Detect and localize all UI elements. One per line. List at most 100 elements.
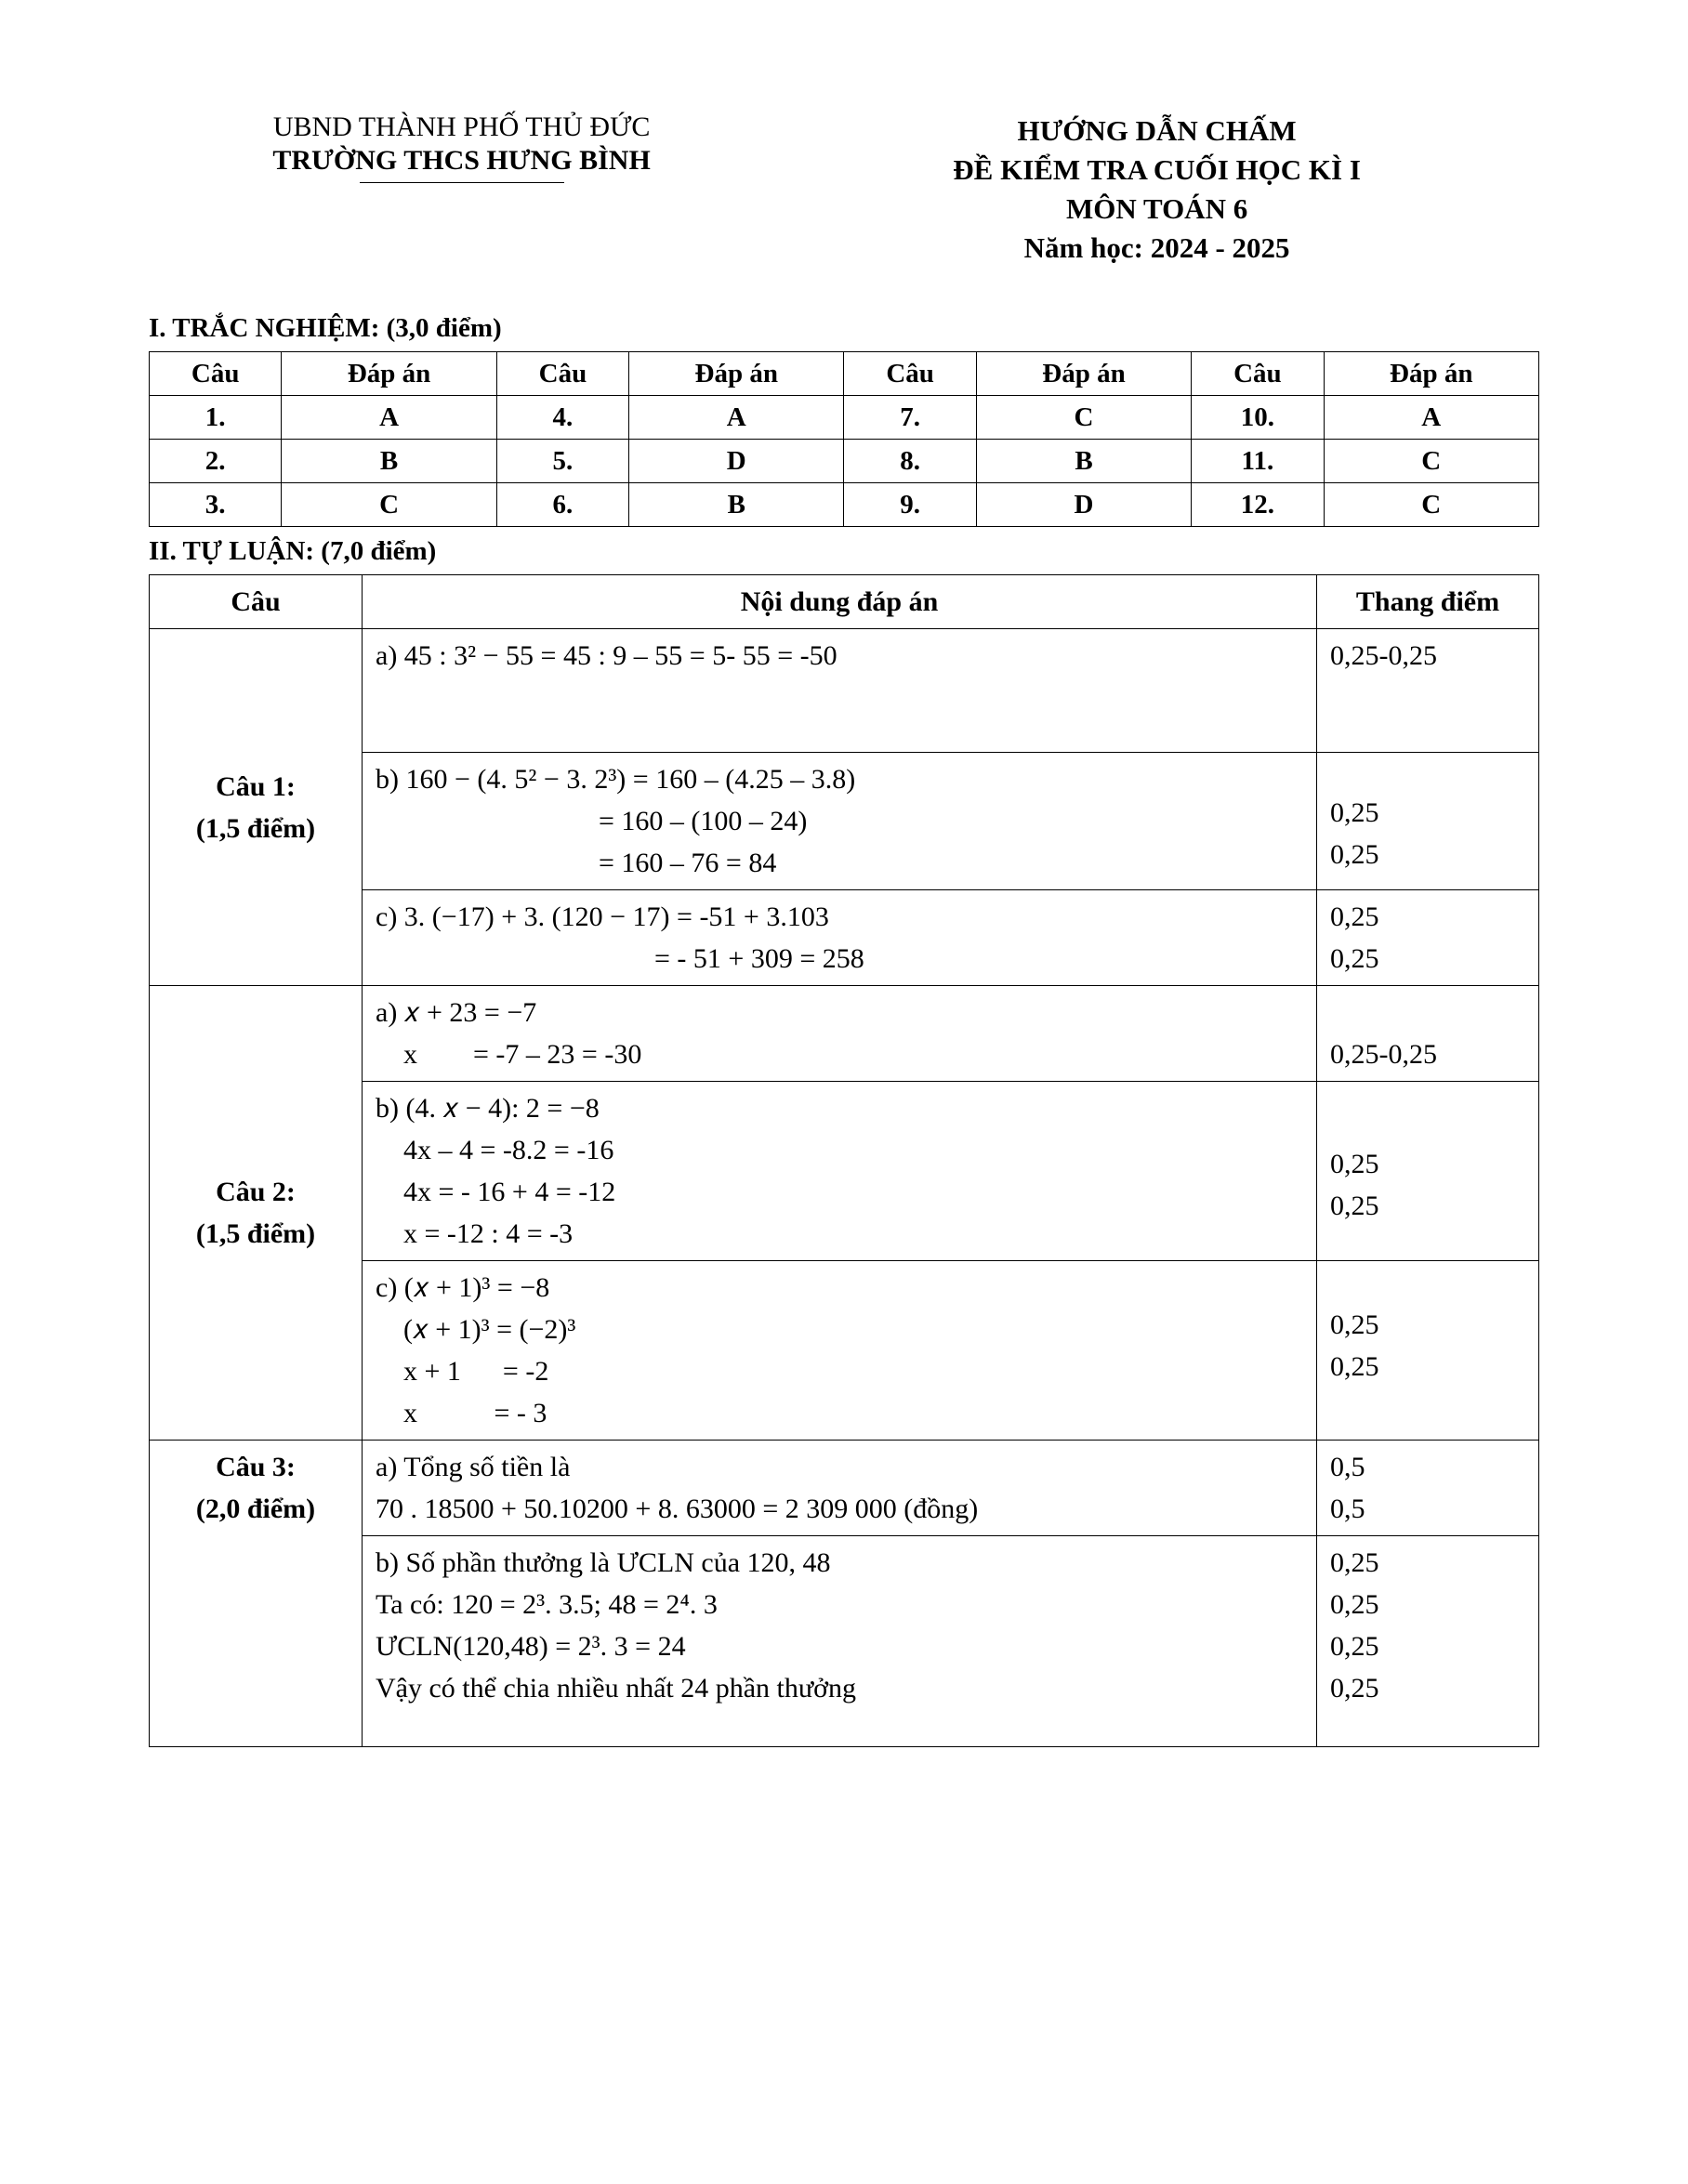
score-line: 0,25 bbox=[1330, 938, 1525, 980]
table-row: Câu 1: (1,5 điểm) a) 45 : 3² − 55 = 45 :… bbox=[150, 629, 1539, 753]
mcq-head-cau: Câu bbox=[150, 352, 282, 396]
q3a-line2: 70 . 18500 + 50.10200 + 8. 63000 = 2 309… bbox=[376, 1488, 1303, 1530]
cell: 9. bbox=[844, 483, 976, 527]
q1c-content: c) 3. (−17) + 3. (120 − 17) = -51 + 3.10… bbox=[363, 890, 1317, 986]
cell: 1. bbox=[150, 396, 282, 440]
q3a-line1: a) Tổng số tiền là bbox=[376, 1446, 1303, 1488]
q1-label: Câu 1: (1,5 điểm) bbox=[150, 629, 363, 986]
mcq-head-dapan: Đáp án bbox=[976, 352, 1191, 396]
q3-label: Câu 3: (2,0 điểm) bbox=[150, 1441, 363, 1747]
score-line: 0,5 bbox=[1330, 1446, 1525, 1488]
cell: B bbox=[282, 440, 496, 483]
section1-title: I. TRẮC NGHIỆM: (3,0 điểm) bbox=[149, 313, 1539, 344]
q2b-line1: b) (4. 𝑥 − 4): 2 = −8 bbox=[376, 1087, 1303, 1129]
q2c-line1: c) (𝑥 + 1)³ = −8 bbox=[376, 1267, 1303, 1309]
q1b-content: b) 160 − (4. 5² − 3. 2³) = 160 – (4.25 –… bbox=[363, 753, 1317, 890]
head-noidung: Nội dung đáp án bbox=[363, 575, 1317, 629]
table-row: 2. B 5. D 8. B 11. C bbox=[150, 440, 1539, 483]
q1b-line2: = 160 – (100 – 24) bbox=[376, 800, 1303, 842]
table-row: Câu 2: (1,5 điểm) a) 𝑥 + 23 = −7 x = -7 … bbox=[150, 986, 1539, 1082]
score-line: 0,25 bbox=[1330, 1143, 1525, 1185]
cell: D bbox=[976, 483, 1191, 527]
cell: 6. bbox=[496, 483, 628, 527]
header-left: UBND THÀNH PHỐ THỦ ĐỨC TRƯỜNG THCS HƯNG … bbox=[149, 112, 774, 267]
mcq-head-cau: Câu bbox=[1192, 352, 1324, 396]
mcq-body: 1. A 4. A 7. C 10. A 2. B 5. D 8. B 11. … bbox=[150, 396, 1539, 527]
title-line1: HƯỚNG DẪN CHẤM bbox=[774, 112, 1539, 151]
score-line: 0,25 bbox=[1330, 792, 1525, 834]
q3a-score: 0,5 0,5 bbox=[1317, 1441, 1539, 1536]
q3b-line2: Ta có: 120 = 2³. 3.5; 48 = 2⁴. 3 bbox=[376, 1584, 1303, 1625]
q1c-line1: c) 3. (−17) + 3. (120 − 17) = -51 + 3.10… bbox=[376, 896, 1303, 938]
cell: 7. bbox=[844, 396, 976, 440]
q3b-line4: Vậy có thể chia nhiều nhất 24 phần thưởn… bbox=[376, 1667, 1303, 1709]
score-line: 0,25 bbox=[1330, 1304, 1525, 1346]
table-row: 3. C 6. B 9. D 12. C bbox=[150, 483, 1539, 527]
cell: 5. bbox=[496, 440, 628, 483]
score-line: 0,5 bbox=[1330, 1488, 1525, 1530]
q1b-score: 0,25 0,25 bbox=[1317, 753, 1539, 890]
header-rule bbox=[360, 182, 564, 183]
score-line: 0,25 bbox=[1330, 1542, 1525, 1584]
q3b-score: 0,25 0,25 0,25 0,25 bbox=[1317, 1536, 1539, 1747]
q2c-content: c) (𝑥 + 1)³ = −8 (𝑥 + 1)³ = (−2)³ x + 1 … bbox=[363, 1261, 1317, 1441]
cell: B bbox=[629, 483, 844, 527]
q2a-score: 0,25-0,25 bbox=[1317, 986, 1539, 1082]
title-line3: MÔN TOÁN 6 bbox=[774, 190, 1539, 229]
cell: 12. bbox=[1192, 483, 1324, 527]
q3a-content: a) Tổng số tiền là 70 . 18500 + 50.10200… bbox=[363, 1441, 1317, 1536]
q1c-line2: = - 51 + 309 = 258 bbox=[376, 938, 1303, 980]
cell: 2. bbox=[150, 440, 282, 483]
q2a-content: a) 𝑥 + 23 = −7 x = -7 – 23 = -30 bbox=[363, 986, 1317, 1082]
q2c-line3: x + 1 = -2 bbox=[376, 1350, 1303, 1392]
score-line: 0,25 bbox=[1330, 1667, 1525, 1709]
mcq-head-dapan: Đáp án bbox=[282, 352, 496, 396]
q1c-score: 0,25 0,25 bbox=[1317, 890, 1539, 986]
q1a-content: a) 45 : 3² − 55 = 45 : 9 – 55 = 5- 55 = … bbox=[363, 629, 1317, 753]
section2-title: II. TỰ LUẬN: (7,0 điểm) bbox=[149, 536, 1539, 567]
q2b-score: 0,25 0,25 bbox=[1317, 1082, 1539, 1261]
q2b-line3: 4x = - 16 + 4 = -12 bbox=[376, 1171, 1303, 1213]
school-name: TRƯỜNG THCS HƯNG BÌNH bbox=[149, 145, 774, 177]
cell: 8. bbox=[844, 440, 976, 483]
q2c-line2: (𝑥 + 1)³ = (−2)³ bbox=[376, 1309, 1303, 1350]
cell: 10. bbox=[1192, 396, 1324, 440]
mcq-head-dapan: Đáp án bbox=[1324, 352, 1538, 396]
cell: 3. bbox=[150, 483, 282, 527]
cell: C bbox=[282, 483, 496, 527]
cell: B bbox=[976, 440, 1191, 483]
q2c-score: 0,25 0,25 bbox=[1317, 1261, 1539, 1441]
head-cau: Câu bbox=[150, 575, 363, 629]
cell: A bbox=[282, 396, 496, 440]
header-right: HƯỚNG DẪN CHẤM ĐỀ KIỂM TRA CUỐI HỌC KÌ I… bbox=[774, 112, 1539, 267]
document-header: UBND THÀNH PHỐ THỦ ĐỨC TRƯỜNG THCS HƯNG … bbox=[149, 112, 1539, 267]
mcq-head-cau: Câu bbox=[496, 352, 628, 396]
cell: 11. bbox=[1192, 440, 1324, 483]
score-line: 0,25 bbox=[1330, 1625, 1525, 1667]
cell: C bbox=[1324, 483, 1538, 527]
q1a-score: 0,25-0,25 bbox=[1317, 629, 1539, 753]
q3b-line1: b) Số phần thưởng là ƯCLN của 120, 48 bbox=[376, 1542, 1303, 1584]
score-line: 0,25 bbox=[1330, 896, 1525, 938]
cell: 4. bbox=[496, 396, 628, 440]
q2b-line4: x = -12 : 4 = -3 bbox=[376, 1213, 1303, 1255]
q1b-line1: b) 160 − (4. 5² − 3. 2³) = 160 – (4.25 –… bbox=[376, 758, 1303, 800]
essay-answer-table: Câu Nội dung đáp án Thang điểm Câu 1: (1… bbox=[149, 574, 1539, 1747]
cell: A bbox=[1324, 396, 1538, 440]
q1b-line3: = 160 – 76 = 84 bbox=[376, 842, 1303, 884]
score-line: 0,25 bbox=[1330, 1584, 1525, 1625]
mcq-head-cau: Câu bbox=[844, 352, 976, 396]
cell: D bbox=[629, 440, 844, 483]
cell: C bbox=[976, 396, 1191, 440]
org-line1: UBND THÀNH PHỐ THỦ ĐỨC bbox=[149, 112, 774, 143]
title-line4: Năm học: 2024 - 2025 bbox=[774, 229, 1539, 268]
table-row: 1. A 4. A 7. C 10. A bbox=[150, 396, 1539, 440]
q1a-line1: a) 45 : 3² − 55 = 45 : 9 – 55 = 5- 55 = … bbox=[376, 640, 837, 671]
q2a-line2: x = -7 – 23 = -30 bbox=[376, 1033, 1303, 1075]
cell: C bbox=[1324, 440, 1538, 483]
head-thang: Thang điểm bbox=[1317, 575, 1539, 629]
score-line: 0,25 bbox=[1330, 834, 1525, 875]
mcq-head-dapan: Đáp án bbox=[629, 352, 844, 396]
q2-label: Câu 2: (1,5 điểm) bbox=[150, 986, 363, 1441]
title-line2: ĐỀ KIỂM TRA CUỐI HỌC KÌ I bbox=[774, 151, 1539, 190]
